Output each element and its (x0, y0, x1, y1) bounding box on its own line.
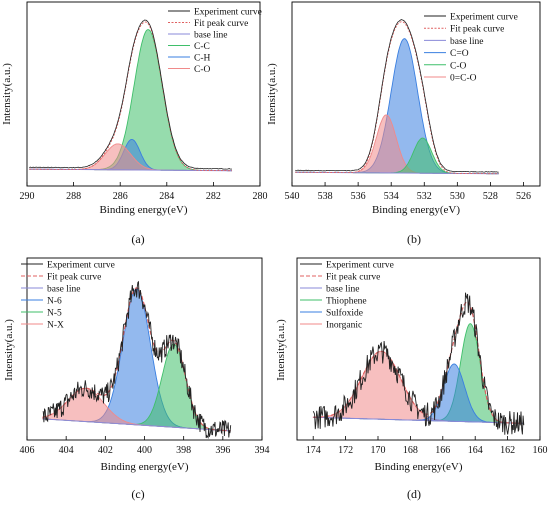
legend-entry: base line (326, 285, 360, 295)
legend-entry: N-X (47, 321, 64, 331)
x-tick-label: 534 (384, 191, 399, 202)
x-tick-label: 404 (59, 445, 74, 456)
x-tick-label: 168 (403, 445, 418, 456)
legend-entry: Inorganic (326, 321, 362, 331)
legend-entry: C-O (450, 61, 467, 71)
legend-entry: Fit peak curve (47, 273, 101, 283)
legend-entry: Sulfoxide (326, 308, 363, 319)
experiment-curve (295, 19, 499, 173)
x-tick-label: 166 (435, 445, 450, 456)
panel-d: 174 172 170 168 166 164 162 160 Binding energy(e… (275, 257, 548, 501)
y-axis-label: Intensity(a.u.) (1, 63, 13, 125)
x-tick-label: 532 (417, 191, 432, 202)
x-tick-label: 174 (306, 445, 321, 456)
x-tick-label: 394 (255, 445, 270, 456)
x-tick-label: 164 (468, 445, 483, 456)
experiment-curve (312, 292, 525, 435)
panel-label: (a) (131, 232, 144, 246)
x-tick-label: 530 (450, 191, 465, 202)
x-tick-label: 406 (20, 445, 35, 456)
x-tick-label: 284 (159, 191, 174, 202)
panel-a: 290 288 286 284 282 280 Binding energy(eV) Inte… (1, 1, 268, 246)
panel-c: 406 404 402 400 398 396 394 Binding energy(eV) I… (3, 257, 270, 501)
x-tick-label: 536 (351, 191, 366, 202)
x-axis-label: Binding energy(eV) (374, 461, 462, 473)
legend-entry: Fit peak curve (326, 273, 380, 283)
legend-entry: base line (47, 285, 81, 295)
x-tick-label: 528 (483, 191, 498, 202)
experiment-curve (42, 280, 232, 439)
x-axis-label: Binding energy(eV) (99, 204, 187, 216)
legend-entry: Experiment curve (47, 261, 115, 271)
x-tick-label: 398 (176, 445, 191, 456)
x-tick-label: 172 (338, 445, 353, 456)
x-tick-label: 526 (516, 191, 531, 202)
y-axis-label: Intensity(a.u.) (266, 63, 278, 125)
legend-entry: Fit peak curve (194, 19, 248, 29)
panel-label: (d) (407, 487, 421, 501)
legend-entry: Experiment curve (326, 261, 394, 271)
panel-b: 540 538 536 534 532 530 528 526 Binding energy(e… (266, 1, 541, 246)
legend-entry: C=O (450, 49, 469, 59)
legend-entry: 0=C-O (450, 74, 477, 84)
legend-entry: Fit peak curve (450, 25, 504, 35)
plot-frame (291, 1, 541, 187)
legend-entry: Experiment curve (450, 13, 518, 23)
legend-entry: N-6 (47, 297, 62, 307)
x-axis-label: Binding energy(eV) (372, 204, 460, 216)
legend-entry: Experiment curve (194, 8, 262, 18)
baseline-line (42, 418, 231, 432)
x-tick-label: 288 (66, 191, 81, 202)
legend-entry: Thiophene (326, 297, 367, 307)
x-tick-label: 400 (137, 445, 152, 456)
baseline-line (313, 416, 524, 424)
legend-entry: C-O (194, 65, 211, 75)
plot-frame (296, 257, 541, 441)
y-axis-label: Intensity(a.u.) (3, 319, 15, 381)
x-tick-label: 540 (285, 191, 300, 202)
legend-entry: C-H (194, 54, 211, 64)
x-tick-label: 402 (98, 445, 113, 456)
legend-entry: N-5 (47, 309, 62, 319)
x-tick-label: 286 (113, 191, 128, 202)
x-tick-label: 162 (500, 445, 515, 456)
fit-peak-curve (295, 21, 499, 175)
legend-entry: C-C (194, 42, 210, 52)
x-tick-label: 282 (206, 191, 221, 202)
x-tick-label: 280 (253, 191, 268, 202)
x-tick-label: 160 (533, 445, 548, 456)
x-tick-label: 170 (371, 445, 386, 456)
plot-frame (26, 1, 261, 187)
y-axis-label: Intensity(a.u.) (275, 319, 287, 381)
legend-entry: base line (194, 31, 228, 41)
x-axis-label: Binding energy(eV) (100, 461, 188, 473)
panel-label: (b) (407, 232, 421, 246)
x-tick-label: 396 (215, 445, 230, 456)
panel-label: (c) (131, 487, 144, 501)
x-tick-label: 290 (20, 191, 35, 202)
legend-entry: base line (450, 37, 484, 47)
x-tick-label: 538 (318, 191, 333, 202)
experiment-curve (29, 19, 233, 170)
